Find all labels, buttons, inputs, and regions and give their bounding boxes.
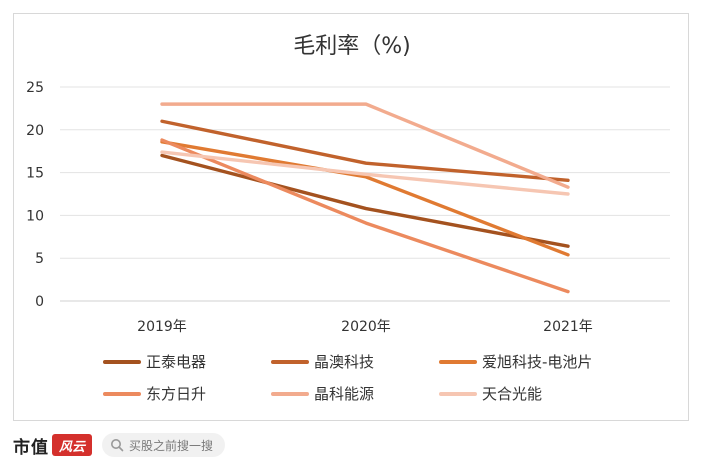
y-tick-label: 10 — [26, 208, 44, 224]
brand-logo-badge: 风云 — [52, 434, 92, 456]
series-line-3 — [160, 140, 570, 257]
y-tick-label: 25 — [26, 80, 44, 96]
legend-label: 东方日升 — [146, 385, 206, 403]
search-text: 买股之前搜一搜 — [129, 438, 214, 453]
legend-label: 正泰电器 — [146, 353, 206, 371]
legend-label: 晶澳科技 — [314, 353, 374, 371]
y-tick-label: 5 — [35, 251, 44, 267]
y-tick-label: 0 — [35, 294, 44, 310]
series-line-4 — [160, 138, 570, 294]
series-line-2 — [160, 119, 570, 183]
x-tick-label: 2021年 — [543, 319, 593, 335]
legend-label: 爱旭科技-电池片 — [482, 353, 592, 371]
chart-title: 毛利率（%) — [293, 34, 411, 59]
brand-text: 市值 — [13, 437, 49, 458]
y-tick-label: 15 — [26, 166, 44, 182]
series-line-5 — [160, 102, 570, 189]
series-line-6 — [160, 150, 570, 196]
search-pill[interactable]: 买股之前搜一搜 — [102, 433, 226, 457]
series-line-1 — [160, 153, 570, 248]
search-icon — [111, 439, 124, 452]
x-tick-label: 2019年 — [137, 319, 187, 335]
legend-label: 晶科能源 — [314, 385, 374, 403]
y-tick-label: 20 — [26, 123, 44, 139]
x-tick-label: 2020年 — [341, 319, 391, 335]
legend-label: 天合光能 — [482, 385, 542, 403]
footer-brand: 市值 风云 买股之前搜一搜 — [13, 428, 313, 462]
